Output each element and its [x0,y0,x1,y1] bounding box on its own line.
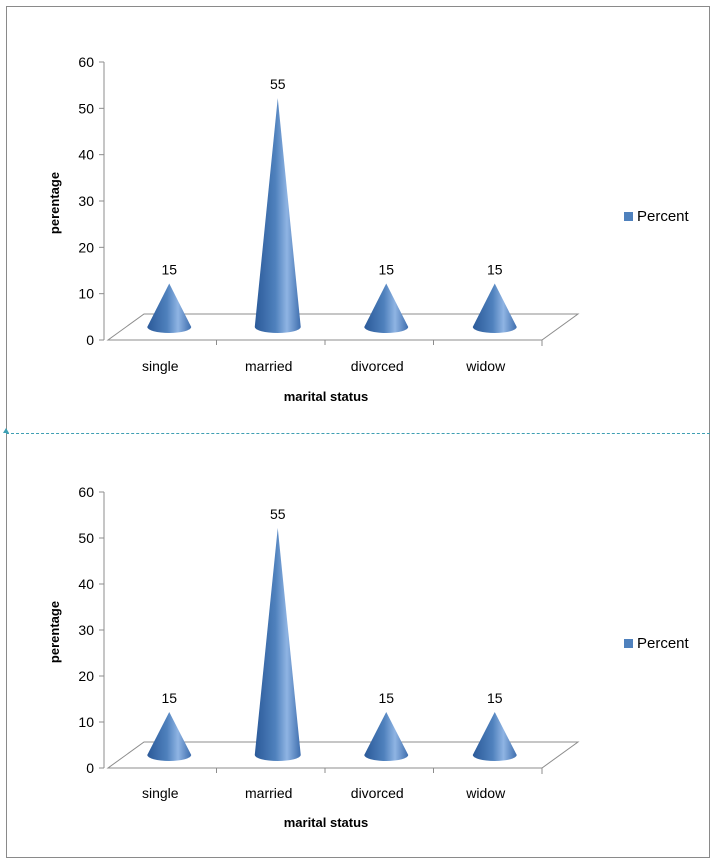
legend-swatch [624,639,633,648]
x-tick-label-single: single [142,785,179,801]
cone-bar-widow [472,283,517,333]
y-tick-label: 50 [78,530,94,546]
data-label-single: 15 [161,690,177,706]
x-tick-label-divorced: divorced [351,358,404,374]
y-tick-label: 30 [78,622,94,638]
cone-bar-married [254,98,301,334]
data-label-widow: 15 [487,262,503,278]
chart-top: 0 10 20 30 40 50 60 15 single 55 married 15 divorced… [47,54,690,404]
y-tick-label: 60 [78,484,94,500]
legend-label: Percent [637,635,690,652]
chart-bottom: 0 10 20 30 40 50 60 15 single 55 married 15 divorced… [47,484,690,830]
data-label-married: 55 [270,506,286,522]
x-tick-label-widow: widow [465,785,506,801]
cone-bar-divorced [364,283,409,333]
data-label-widow: 15 [487,690,503,706]
y-axis-title: perentage [47,172,62,234]
y-tick-label: 10 [78,714,94,730]
y-tick-label: 0 [86,332,94,348]
y-tick-label: 30 [78,193,94,209]
page-divider [6,433,710,434]
cone-bar-widow [472,712,517,761]
y-tick-label: 50 [78,100,94,116]
data-label-married: 55 [270,76,286,92]
y-tick-label: 40 [78,147,94,163]
chart-floor [106,313,580,341]
y-tick-label: 20 [78,668,94,684]
x-tick-label-single: single [142,358,179,374]
chart-floor [106,741,580,769]
y-axis-title: perentage [47,601,62,663]
x-axis-title: marital status [284,389,369,404]
data-label-divorced: 15 [378,262,394,278]
data-label-divorced: 15 [378,690,394,706]
cone-bar-married [254,528,301,761]
y-tick-label: 10 [78,286,94,302]
data-label-single: 15 [161,262,177,278]
x-axis-title: marital status [284,815,369,830]
y-tick-label: 60 [78,54,94,70]
y-tick-label: 20 [78,239,94,255]
legend-label: Percent [637,208,690,225]
legend-swatch [624,212,633,221]
x-tick-label-married: married [245,785,292,801]
cone-bar-single [147,712,192,761]
cone-bar-single [147,283,192,333]
x-tick-label-widow: widow [465,358,506,374]
x-tick-label-married: married [245,358,292,374]
x-tick-label-divorced: divorced [351,785,404,801]
divider-marker [3,428,9,433]
y-tick-label: 40 [78,576,94,592]
y-tick-label: 0 [86,760,94,776]
cone-bar-divorced [364,712,409,761]
